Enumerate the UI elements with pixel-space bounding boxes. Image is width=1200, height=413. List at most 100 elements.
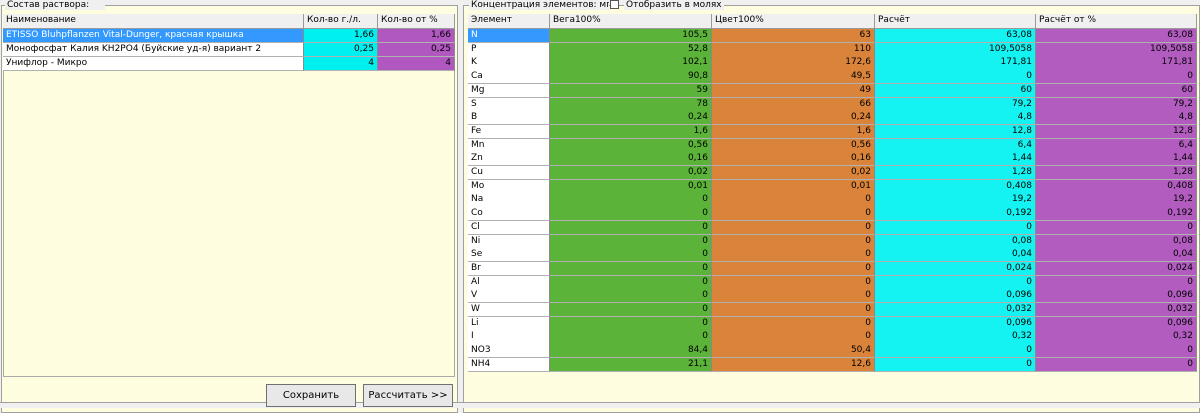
- concentration-value[interactable]: 0,56: [550, 138, 712, 153]
- concentration-value[interactable]: 0: [875, 275, 1036, 290]
- concentration-value[interactable]: 109,5058: [875, 42, 1036, 57]
- concentration-value[interactable]: 0: [712, 193, 875, 208]
- concentration-value[interactable]: 6,4: [875, 138, 1036, 153]
- concentration-value[interactable]: 6,4: [1036, 138, 1197, 153]
- concentration-value[interactable]: 0: [712, 248, 875, 263]
- concentration-value[interactable]: 0: [550, 220, 712, 235]
- element-name[interactable]: B: [468, 111, 550, 126]
- concentration-value[interactable]: 171,81: [875, 56, 1036, 71]
- concentration-value[interactable]: 0: [1036, 275, 1197, 290]
- concentration-value[interactable]: 0: [712, 234, 875, 249]
- concentration-value[interactable]: 0,024: [1036, 261, 1197, 277]
- row-amount[interactable]: 4: [304, 57, 378, 71]
- concentration-value[interactable]: 0,16: [712, 152, 875, 167]
- column-header[interactable]: Кол-во г./л.: [304, 14, 378, 29]
- calculate-button[interactable]: Рассчитать >>: [363, 384, 453, 407]
- concentration-value[interactable]: 0: [875, 344, 1036, 359]
- concentration-value[interactable]: 0: [1036, 70, 1197, 85]
- row-amount[interactable]: 0,25: [304, 43, 378, 57]
- element-name[interactable]: Cu: [468, 166, 550, 181]
- concentration-value[interactable]: 12,8: [1036, 124, 1197, 140]
- concentration-value[interactable]: 0: [712, 207, 875, 222]
- concentration-value[interactable]: 0,408: [875, 179, 1036, 194]
- concentration-value[interactable]: 1,28: [1036, 166, 1197, 181]
- concentration-value[interactable]: 0,032: [875, 303, 1036, 318]
- element-name[interactable]: Co: [468, 207, 550, 222]
- element-name[interactable]: S: [468, 97, 550, 112]
- concentration-value[interactable]: 109,5058: [1036, 42, 1197, 57]
- concentration-value[interactable]: 0: [875, 70, 1036, 85]
- concentration-value[interactable]: 0: [550, 261, 712, 277]
- molar-checkbox[interactable]: [610, 0, 619, 9]
- concentration-value[interactable]: 49: [712, 83, 875, 98]
- concentration-value[interactable]: 50,4: [712, 344, 875, 359]
- concentration-value[interactable]: 0: [712, 289, 875, 304]
- row-amount[interactable]: 4: [378, 57, 455, 71]
- concentration-value[interactable]: 19,2: [875, 193, 1036, 208]
- concentration-value[interactable]: 0,16: [550, 152, 712, 167]
- concentration-value[interactable]: 12,8: [875, 124, 1036, 140]
- concentration-value[interactable]: 0,096: [875, 289, 1036, 304]
- element-name[interactable]: Ni: [468, 234, 550, 249]
- concentration-value[interactable]: 12,6: [712, 357, 875, 372]
- concentration-value[interactable]: 0: [550, 275, 712, 290]
- row-name[interactable]: Унифлор - Микро: [3, 57, 304, 71]
- concentration-value[interactable]: 0,02: [712, 166, 875, 181]
- element-name[interactable]: Al: [468, 275, 550, 290]
- concentration-value[interactable]: 4,8: [1036, 111, 1197, 126]
- concentration-value[interactable]: 102,1: [550, 56, 712, 71]
- concentration-value[interactable]: 0,192: [875, 207, 1036, 222]
- row-amount[interactable]: 1,66: [378, 29, 455, 43]
- concentration-value[interactable]: 0: [550, 248, 712, 263]
- concentration-value[interactable]: 63,08: [875, 29, 1036, 44]
- element-name[interactable]: W: [468, 303, 550, 318]
- concentration-value[interactable]: 1,44: [875, 152, 1036, 167]
- row-name[interactable]: Монофосфат Калия KH2PO4 (Буйские уд-я) в…: [3, 43, 304, 57]
- row-name[interactable]: ETISSO Bluhpflanzen Vital-Dunger, красна…: [3, 29, 304, 43]
- save-button[interactable]: Сохранить: [266, 384, 356, 407]
- concentration-value[interactable]: 0,096: [1036, 316, 1197, 331]
- concentration-value[interactable]: 1,28: [875, 166, 1036, 181]
- element-name[interactable]: NO3: [468, 344, 550, 359]
- element-name[interactable]: Li: [468, 316, 550, 331]
- element-name[interactable]: K: [468, 56, 550, 71]
- element-name[interactable]: Zn: [468, 152, 550, 167]
- concentration-value[interactable]: 4,8: [875, 111, 1036, 126]
- concentration-value[interactable]: 0,096: [1036, 289, 1197, 304]
- concentration-value[interactable]: 79,2: [875, 97, 1036, 112]
- concentration-value[interactable]: 0,032: [1036, 303, 1197, 318]
- element-name[interactable]: I: [468, 330, 550, 345]
- concentration-value[interactable]: 0,56: [712, 138, 875, 153]
- concentration-value[interactable]: 0: [712, 261, 875, 277]
- concentration-value[interactable]: 63: [712, 29, 875, 44]
- concentration-value[interactable]: 0: [712, 316, 875, 331]
- concentration-value[interactable]: 0,08: [1036, 234, 1197, 249]
- concentration-value[interactable]: 1,6: [550, 124, 712, 140]
- concentration-value[interactable]: 171,81: [1036, 56, 1197, 71]
- concentration-value[interactable]: 0: [712, 303, 875, 318]
- concentration-value[interactable]: 49,5: [712, 70, 875, 85]
- column-header[interactable]: Цвет100%: [712, 14, 875, 29]
- concentration-value[interactable]: 0: [712, 220, 875, 235]
- concentration-value[interactable]: 60: [1036, 83, 1197, 98]
- element-name[interactable]: Se: [468, 248, 550, 263]
- column-header[interactable]: Кол-во от %: [378, 14, 455, 29]
- concentration-value[interactable]: 90,8: [550, 70, 712, 85]
- row-amount[interactable]: 1,66: [304, 29, 378, 43]
- checkbox-label[interactable]: Отобразить в молях: [624, 0, 724, 10]
- column-header[interactable]: Расчёт: [875, 14, 1036, 29]
- concentration-value[interactable]: 63,08: [1036, 29, 1197, 44]
- concentration-value[interactable]: 0,24: [550, 111, 712, 126]
- concentration-value[interactable]: 0: [875, 220, 1036, 235]
- concentration-value[interactable]: 0,192: [1036, 207, 1197, 222]
- concentration-value[interactable]: 0,096: [875, 316, 1036, 331]
- concentration-value[interactable]: 0: [550, 303, 712, 318]
- concentration-value[interactable]: 19,2: [1036, 193, 1197, 208]
- concentration-value[interactable]: 78: [550, 97, 712, 112]
- concentration-value[interactable]: 66: [712, 97, 875, 112]
- element-name[interactable]: N: [468, 29, 550, 44]
- concentration-value[interactable]: 0,32: [1036, 330, 1197, 345]
- concentration-value[interactable]: 52,8: [550, 42, 712, 57]
- concentration-value[interactable]: 1,44: [1036, 152, 1197, 167]
- concentration-value[interactable]: 0,02: [550, 166, 712, 181]
